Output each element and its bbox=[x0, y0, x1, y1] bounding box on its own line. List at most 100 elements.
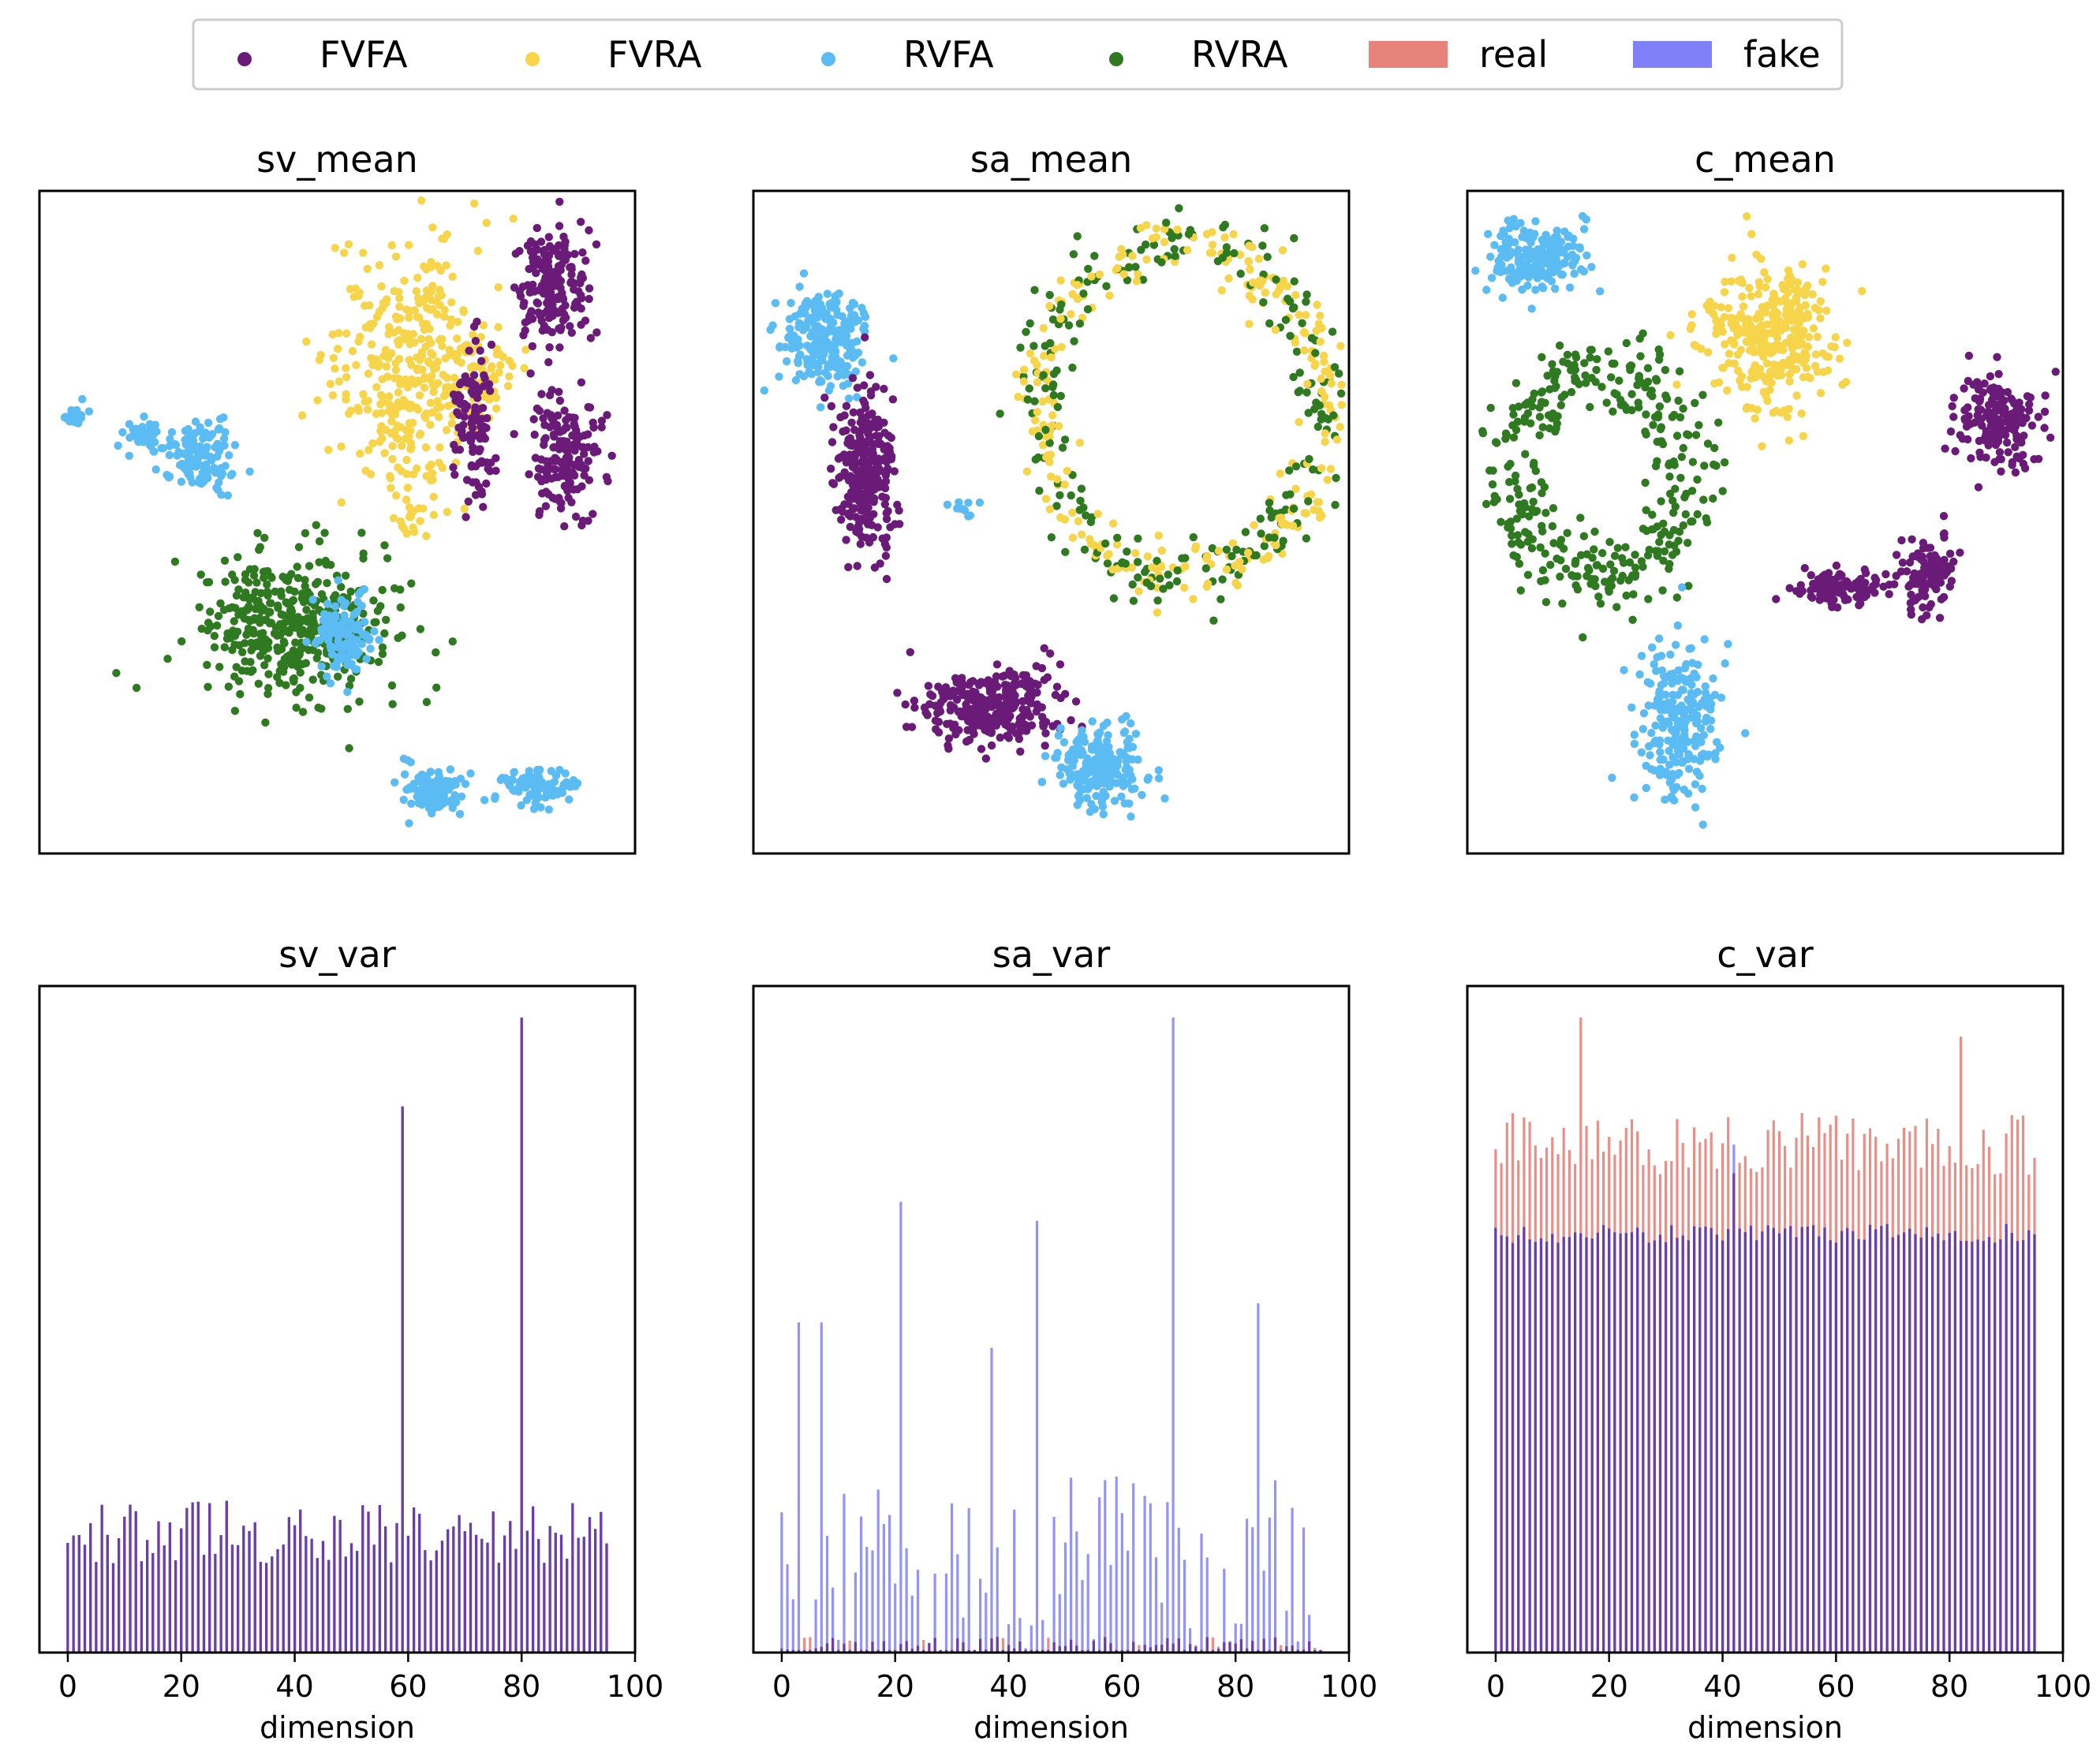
point-fvra bbox=[415, 431, 424, 439]
point-fvfa bbox=[1051, 690, 1060, 700]
point-fvfa bbox=[869, 457, 877, 465]
point-rvra bbox=[1220, 220, 1230, 230]
point-rvfa bbox=[1523, 281, 1532, 290]
point-rvfa bbox=[450, 777, 460, 786]
point-rvra bbox=[1601, 577, 1609, 586]
point-fvra bbox=[421, 443, 431, 452]
point-fvfa bbox=[1951, 446, 1960, 456]
point-rvra bbox=[1712, 461, 1721, 470]
point-rvra bbox=[1641, 478, 1650, 487]
point-fvfa bbox=[577, 443, 587, 452]
point-fvra bbox=[1751, 314, 1761, 323]
point-fvra bbox=[1666, 331, 1675, 340]
point-fvra bbox=[1063, 466, 1071, 476]
point-fvfa bbox=[1974, 483, 1983, 491]
point-rvfa bbox=[1497, 245, 1505, 254]
point-rvfa bbox=[1630, 739, 1639, 749]
point-fvfa bbox=[1026, 699, 1035, 708]
point-fvra bbox=[344, 240, 353, 248]
point-fvfa bbox=[981, 726, 989, 734]
point-fvfa bbox=[963, 689, 972, 698]
point-rvra bbox=[224, 682, 233, 691]
point-fvra bbox=[438, 342, 447, 350]
point-rvra bbox=[276, 630, 285, 640]
point-rvfa bbox=[787, 298, 795, 308]
point-rvfa bbox=[324, 611, 334, 620]
point-rvra bbox=[1709, 494, 1717, 503]
point-fvra bbox=[355, 288, 364, 297]
point-fvra bbox=[1314, 498, 1324, 506]
point-fvra bbox=[1784, 436, 1793, 445]
point-rvra bbox=[1710, 443, 1719, 453]
point-fvra bbox=[520, 364, 529, 372]
point-fvra bbox=[1317, 374, 1325, 383]
point-fvfa bbox=[1949, 413, 1958, 421]
point-fvfa bbox=[548, 493, 557, 502]
point-rvra bbox=[1509, 410, 1518, 419]
point-fvfa bbox=[1997, 467, 2005, 476]
point-fvra bbox=[1045, 301, 1054, 311]
point-rvra bbox=[1669, 525, 1679, 535]
point-fvra bbox=[1738, 292, 1747, 301]
point-fvfa bbox=[528, 342, 537, 351]
point-fvra bbox=[372, 312, 382, 321]
point-fvfa bbox=[562, 458, 571, 468]
bar-overlap bbox=[174, 1560, 177, 1653]
point-fvra bbox=[1337, 401, 1346, 409]
point-fvfa bbox=[541, 267, 550, 275]
point-rvra bbox=[1541, 598, 1551, 607]
point-rvra bbox=[1677, 453, 1686, 461]
point-rvra bbox=[279, 637, 288, 646]
point-rvra bbox=[1653, 547, 1662, 555]
point-rvra bbox=[1279, 536, 1287, 545]
point-rvra bbox=[1511, 471, 1520, 480]
point-fvra bbox=[1132, 277, 1142, 286]
point-rvfa bbox=[166, 435, 174, 443]
point-rvfa bbox=[1674, 716, 1683, 726]
point-fvfa bbox=[482, 424, 491, 432]
point-fvfa bbox=[846, 522, 855, 532]
point-rvfa bbox=[1620, 666, 1628, 674]
point-fvra bbox=[377, 282, 386, 291]
point-fvra bbox=[372, 409, 380, 418]
point-rvra bbox=[260, 661, 269, 670]
point-fvfa bbox=[555, 387, 563, 396]
point-fvra bbox=[352, 360, 361, 369]
point-rvra bbox=[996, 409, 1004, 418]
point-fvra bbox=[424, 358, 434, 368]
point-fvfa bbox=[846, 512, 855, 521]
point-fvfa bbox=[1037, 703, 1047, 712]
bar-overlap bbox=[95, 1562, 98, 1653]
legend-entry-fake: fake bbox=[1633, 33, 1821, 76]
point-fvfa bbox=[1847, 585, 1855, 593]
point-fvra bbox=[1337, 380, 1346, 389]
point-rvra bbox=[279, 611, 288, 619]
point-rvfa bbox=[347, 659, 356, 668]
point-rvfa bbox=[964, 512, 973, 521]
point-rvra bbox=[432, 648, 440, 657]
point-fvfa bbox=[555, 222, 564, 230]
point-fvra bbox=[1799, 431, 1807, 440]
point-rvra bbox=[1156, 574, 1164, 583]
point-fvfa bbox=[869, 449, 877, 458]
point-fvfa bbox=[874, 439, 883, 448]
point-fvfa bbox=[1925, 603, 1934, 612]
point-rvra bbox=[1520, 417, 1529, 426]
point-rvfa bbox=[1131, 730, 1141, 738]
point-fvra bbox=[363, 405, 372, 414]
point-rvra bbox=[1653, 413, 1663, 422]
point-fvfa bbox=[1056, 660, 1065, 669]
bar-overlap bbox=[72, 1535, 75, 1653]
point-fvra bbox=[364, 397, 372, 405]
point-fvra bbox=[402, 469, 411, 479]
point-fvra bbox=[1103, 551, 1112, 560]
point-rvra bbox=[1165, 581, 1174, 590]
point-rvra bbox=[196, 570, 205, 579]
point-rvra bbox=[263, 689, 272, 698]
point-fvfa bbox=[2034, 413, 2043, 421]
point-fvfa bbox=[2026, 393, 2035, 402]
point-fvfa bbox=[479, 502, 488, 511]
point-rvra bbox=[1564, 359, 1572, 368]
point-fvfa bbox=[534, 308, 543, 317]
point-fvfa bbox=[1956, 431, 1964, 439]
